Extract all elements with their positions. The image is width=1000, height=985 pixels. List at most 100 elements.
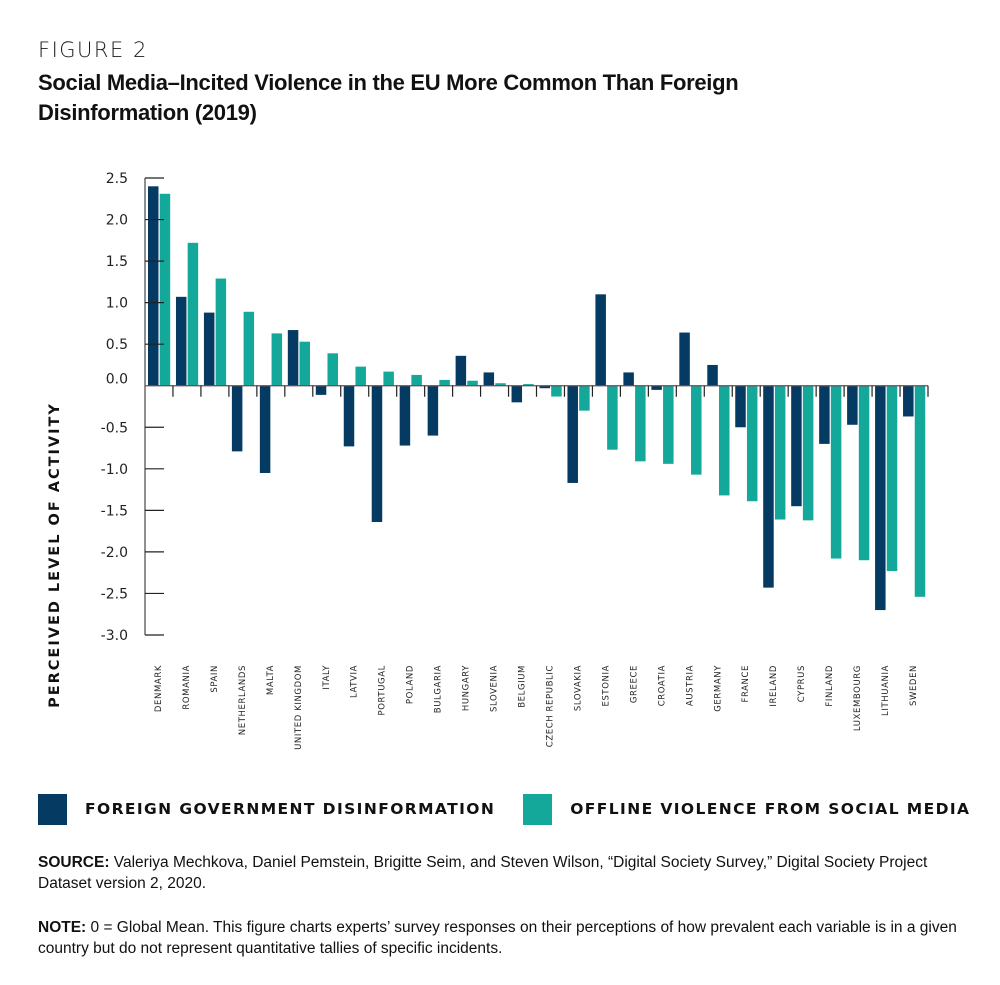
bar-offline-violence-malta bbox=[271, 333, 283, 386]
bar-foreign-disinformation-united-kingdom bbox=[287, 330, 299, 386]
x-tick-label: LITHUANIA bbox=[881, 665, 891, 716]
bar-foreign-disinformation-bulgaria bbox=[427, 385, 439, 436]
bar-foreign-disinformation-slovakia bbox=[567, 385, 578, 483]
bar-foreign-disinformation-spain bbox=[203, 312, 215, 386]
bar-offline-violence-sweden bbox=[914, 385, 926, 597]
bar-foreign-disinformation-luxembourg bbox=[847, 385, 858, 425]
labels-layer: 2.5 2.0 1.5 1.0 0.5 0.0 -0.5 -1.0 -1.5 -2.0 -2.5 -3… bbox=[101, 171, 919, 750]
y-tick-label: -0.5 bbox=[101, 420, 128, 436]
bar-foreign-disinformation-finland bbox=[819, 385, 830, 444]
bars-layer bbox=[148, 186, 926, 611]
x-tick-label: ESTONIA bbox=[601, 665, 611, 707]
y-tick-label: -3.0 bbox=[101, 628, 128, 644]
bar-foreign-disinformation-portugal bbox=[371, 385, 383, 522]
bar-foreign-disinformation-romania bbox=[175, 296, 187, 386]
bar-foreign-disinformation-lithuania bbox=[875, 385, 886, 611]
bar-foreign-disinformation-estonia bbox=[595, 294, 606, 386]
y-tick-label: -2.5 bbox=[101, 586, 128, 602]
bar-foreign-disinformation-belgium bbox=[511, 385, 523, 403]
bar-foreign-disinformation-hungary bbox=[455, 355, 467, 386]
note-label: NOTE: bbox=[38, 919, 87, 936]
note-text: 0 = Global Mean. This figure charts expe… bbox=[38, 919, 957, 957]
bar-foreign-disinformation-germany bbox=[707, 364, 718, 386]
bar-offline-violence-germany bbox=[718, 385, 730, 496]
bar-foreign-disinformation-denmark bbox=[148, 186, 159, 386]
bar-offline-violence-czech-republic bbox=[551, 385, 562, 397]
bar-offline-violence-denmark bbox=[159, 193, 171, 386]
legend-item-foreign-disinformation: FOREIGN GOVERNMENT DISINFORMATION bbox=[38, 793, 495, 825]
y-tick-label: 2.0 bbox=[106, 213, 128, 229]
bar-foreign-disinformation-netherlands bbox=[231, 385, 243, 452]
x-tick-label: HUNGARY bbox=[462, 665, 472, 711]
bar-foreign-disinformation-croatia bbox=[651, 385, 662, 390]
x-tick-label: BULGARIA bbox=[434, 665, 444, 713]
bar-foreign-disinformation-poland bbox=[399, 385, 411, 446]
x-tick-label: SLOVENIA bbox=[490, 665, 500, 712]
legend-swatch-offline-violence bbox=[523, 793, 553, 825]
y-tick-label: 2.5 bbox=[106, 171, 128, 187]
bar-offline-violence-poland bbox=[411, 374, 422, 386]
bar-chart: 2.5 2.0 1.5 1.0 0.5 0.0 -0.5 -1.0 -1.5 -2.0 -2.5 -3… bbox=[47, 171, 929, 750]
x-tick-label: SPAIN bbox=[210, 665, 220, 693]
y-tick-label: 1.5 bbox=[106, 254, 128, 270]
bar-offline-violence-luxembourg bbox=[858, 385, 870, 561]
x-tick-label: IRELAND bbox=[769, 665, 779, 707]
bar-offline-violence-finland bbox=[830, 385, 842, 559]
bar-foreign-disinformation-cyprus bbox=[791, 385, 802, 507]
bar-offline-violence-romania bbox=[187, 242, 199, 386]
y-axis-label: PERCEIVED LEVEL OF ACTIVITY bbox=[47, 402, 63, 708]
legend: FOREIGN GOVERNMENT DISINFORMATION OFFLIN… bbox=[38, 793, 998, 825]
bar-offline-violence-united-kingdom bbox=[299, 341, 311, 386]
x-tick-label: LATVIA bbox=[350, 665, 360, 698]
y-tick-label: 0.5 bbox=[106, 337, 128, 353]
figure-label: FIGURE 2 bbox=[38, 38, 148, 62]
bar-offline-violence-hungary bbox=[467, 380, 478, 386]
x-tick-label: ROMANIA bbox=[182, 665, 192, 710]
x-tick-label: LUXEMBOURG bbox=[853, 665, 863, 731]
source-label: SOURCE: bbox=[38, 854, 110, 871]
x-tick-label: CROATIA bbox=[657, 665, 667, 706]
x-tick-label: POLAND bbox=[406, 665, 416, 704]
bar-offline-violence-belgium bbox=[523, 384, 534, 386]
bar-offline-violence-lithuania bbox=[886, 385, 898, 572]
bar-foreign-disinformation-france bbox=[735, 385, 746, 428]
x-tick-label: ITALY bbox=[322, 665, 332, 690]
x-tick-label: GERMANY bbox=[713, 665, 723, 712]
x-tick-label: MALTA bbox=[266, 665, 276, 695]
bar-offline-violence-estonia bbox=[607, 385, 618, 450]
chart-title: Social Media–Incited Violence in the EU … bbox=[38, 70, 739, 125]
bar-offline-violence-slovenia bbox=[495, 383, 506, 386]
x-tick-label: FINLAND bbox=[825, 665, 835, 707]
x-tick-label: AUSTRIA bbox=[685, 665, 695, 706]
legend-label: OFFLINE VIOLENCE FROM SOCIAL MEDIA bbox=[570, 800, 971, 818]
source-text: Valeriya Mechkova, Daniel Pemstein, Brig… bbox=[38, 854, 928, 892]
bar-offline-violence-cyprus bbox=[802, 385, 814, 521]
x-tick-label: FRANCE bbox=[741, 665, 751, 703]
x-tick-label: NETHERLANDS bbox=[238, 665, 248, 735]
bar-foreign-disinformation-slovenia bbox=[483, 372, 495, 386]
y-tick-label: -2.0 bbox=[101, 545, 128, 561]
bar-foreign-disinformation-malta bbox=[259, 385, 271, 473]
bar-foreign-disinformation-italy bbox=[315, 385, 327, 395]
x-tick-label: SWEDEN bbox=[909, 665, 919, 706]
bar-offline-violence-croatia bbox=[663, 385, 674, 464]
x-tick-label: GREECE bbox=[629, 665, 639, 703]
bar-foreign-disinformation-latvia bbox=[343, 385, 355, 447]
y-tick-label: 1.0 bbox=[106, 296, 128, 312]
bar-foreign-disinformation-austria bbox=[679, 332, 690, 386]
bar-offline-violence-ireland bbox=[774, 385, 786, 520]
bar-offline-violence-portugal bbox=[383, 371, 394, 386]
x-tick-label: BELGIUM bbox=[518, 665, 528, 708]
bar-offline-violence-bulgaria bbox=[439, 379, 450, 386]
bar-offline-violence-greece bbox=[635, 385, 646, 462]
bar-offline-violence-latvia bbox=[355, 366, 366, 386]
x-tick-label: PORTUGAL bbox=[378, 665, 388, 715]
source-note: SOURCE: Valeriya Mechkova, Daniel Pemste… bbox=[38, 852, 968, 894]
legend-item-offline-violence: OFFLINE VIOLENCE FROM SOCIAL MEDIA bbox=[523, 793, 971, 825]
bar-foreign-disinformation-sweden bbox=[903, 385, 914, 417]
bar-foreign-disinformation-ireland bbox=[763, 385, 774, 588]
y-tick-label: 0.0 bbox=[106, 372, 128, 388]
x-tick-label: UNITED KINGDOM bbox=[294, 665, 304, 750]
bar-offline-violence-italy bbox=[327, 353, 338, 386]
y-tick-label: -1.5 bbox=[101, 503, 128, 519]
